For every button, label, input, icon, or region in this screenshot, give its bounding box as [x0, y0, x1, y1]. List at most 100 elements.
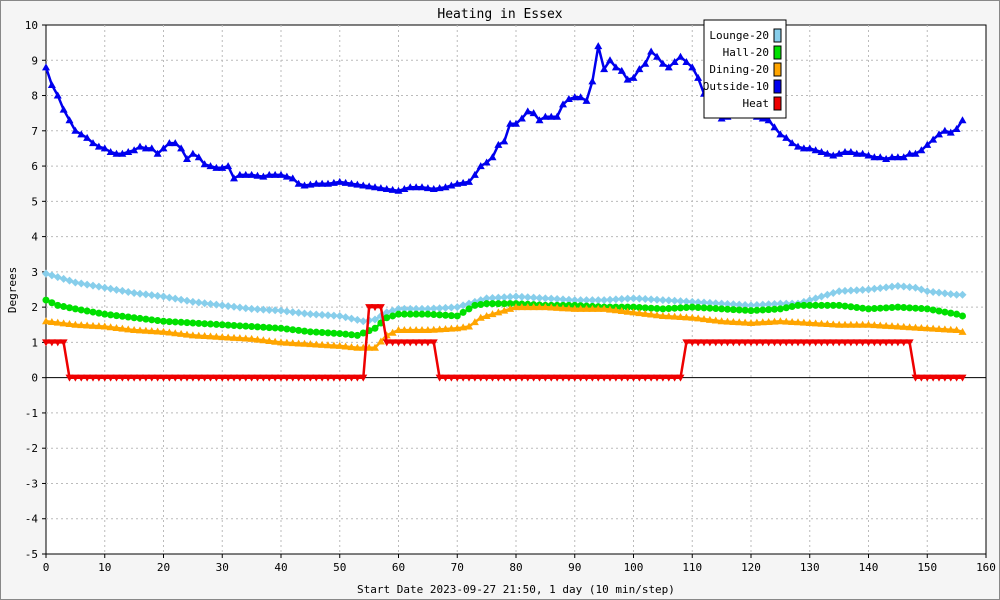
hall-20-point: [201, 320, 209, 328]
dining-20-point: [194, 331, 203, 339]
outside-10-point: [465, 177, 473, 185]
outside-10-point: [118, 149, 127, 157]
hall-20-point: [700, 304, 708, 312]
dining-20-point: [711, 316, 720, 324]
dining-20-point: [700, 315, 708, 323]
hall-20-point: [865, 305, 872, 313]
outside-10-point: [329, 178, 338, 186]
lounge-20-point: [923, 287, 932, 296]
hall-20-point: [271, 324, 279, 332]
heat-point: [700, 339, 708, 347]
heat-point: [553, 374, 562, 382]
heat-point: [523, 374, 532, 382]
y-tick-label: 6: [31, 160, 38, 173]
dining-20-point: [541, 303, 550, 311]
lounge-20-point: [94, 282, 103, 291]
x-tick-label: 10: [98, 561, 111, 574]
heat-point: [929, 374, 938, 382]
dining-20-point: [893, 322, 902, 330]
heat-point: [218, 374, 227, 382]
dining-20-point: [670, 312, 679, 320]
hall-20-point: [947, 309, 955, 317]
dining-20-point: [177, 329, 186, 337]
lounge-20-point: [600, 296, 609, 305]
outside-10-point: [224, 162, 233, 170]
heat-point: [335, 374, 344, 382]
lounge-20-point: [741, 301, 750, 310]
outside-10-point: [324, 179, 332, 187]
lounge-20-point: [153, 291, 162, 300]
lounge-20-point: [517, 292, 526, 301]
dining-20-point: [259, 336, 268, 344]
lounge-20-point: [747, 301, 755, 310]
outside-10-point: [676, 52, 685, 60]
heat-point: [711, 339, 720, 347]
hall-20-point: [101, 310, 109, 318]
hall-20-point: [124, 313, 132, 321]
lounge-20-point: [188, 297, 197, 306]
outside-10-point: [188, 149, 197, 157]
lounge-20-point: [130, 289, 139, 298]
outside-10-point: [447, 181, 456, 189]
outside-10-point: [71, 126, 80, 134]
heat-point: [371, 304, 379, 312]
outside-10-point: [876, 153, 885, 161]
hall-20-point: [348, 331, 355, 339]
heat-point: [59, 339, 68, 347]
outside-10-point: [371, 183, 379, 191]
outside-10-point: [335, 177, 344, 185]
lounge-20-point: [447, 303, 456, 312]
heat-point: [271, 374, 280, 382]
dining-20-point: [829, 320, 838, 328]
hall-20-point: [83, 307, 91, 315]
dining-20-point: [770, 317, 779, 325]
outside-10-point: [576, 93, 585, 101]
hall-20-point: [183, 319, 191, 327]
heat-point: [429, 339, 438, 347]
lounge-20-point: [282, 307, 291, 316]
hall-20-point: [442, 311, 449, 319]
outside-10-point: [488, 153, 497, 161]
lounge-20-point: [318, 310, 327, 319]
dining-20-point: [705, 315, 714, 323]
lounge-20-point: [335, 311, 344, 320]
dining-20-point: [717, 317, 726, 325]
heat-point: [888, 339, 896, 347]
lounge-20-point: [353, 315, 362, 324]
lounge-20-point: [682, 297, 691, 306]
heat-point: [606, 374, 614, 382]
hall-20-point: [829, 301, 837, 309]
lounge-20-point: [917, 285, 926, 294]
dining-20-point: [200, 332, 209, 340]
dining-20-point: [676, 313, 685, 321]
outside-10-point: [588, 77, 597, 85]
outside-10-point: [788, 139, 797, 147]
outside-10-point: [905, 149, 914, 157]
outside-10-point: [911, 149, 920, 157]
dining-20-point: [371, 343, 379, 351]
dining-20-point: [329, 341, 338, 349]
lounge-20-point: [811, 294, 820, 303]
outside-10-point: [124, 147, 133, 155]
lounge-20-point: [905, 283, 914, 292]
heat-point: [723, 339, 732, 347]
heat-point: [870, 339, 879, 347]
dining-20-point: [835, 320, 844, 328]
lounge-20-point: [212, 300, 221, 309]
lounge-20-point: [899, 282, 908, 291]
hall-20-point: [888, 303, 896, 311]
heat-point: [112, 374, 121, 382]
lounge-20-point: [177, 295, 186, 304]
heat-point: [459, 374, 468, 382]
lounge-20-point: [359, 317, 368, 326]
dining-20-point: [335, 341, 344, 349]
dining-20-point: [952, 326, 961, 334]
dining-20-point: [735, 318, 744, 326]
outside-10-point: [952, 125, 961, 133]
outside-10-point: [277, 170, 285, 178]
dining-20-point: [758, 318, 767, 326]
hall-20-point: [647, 304, 655, 312]
hall-20-point: [359, 329, 367, 337]
dining-20-point: [212, 332, 221, 340]
lounge-20-point: [805, 296, 814, 305]
